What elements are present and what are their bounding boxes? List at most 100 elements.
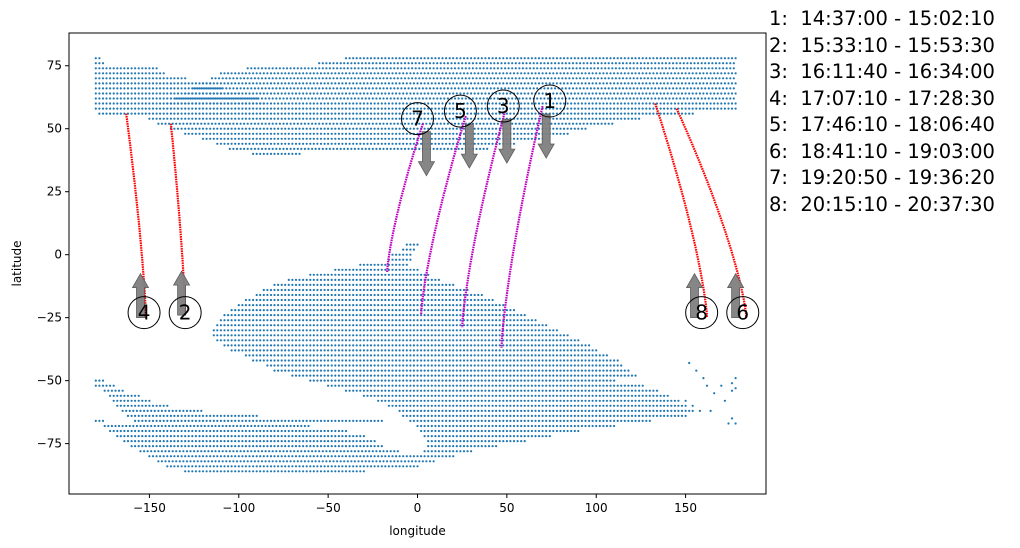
coverage-point [559, 374, 562, 377]
coverage-point [445, 374, 448, 377]
coverage-point [230, 329, 233, 332]
coverage-point [409, 309, 412, 312]
coverage-point [555, 349, 559, 352]
coverage-point [498, 339, 501, 342]
coverage-point [309, 92, 312, 95]
coverage-point [480, 132, 483, 135]
coverage-point [427, 374, 430, 377]
coverage-point [119, 77, 122, 80]
coverage-point [162, 102, 165, 105]
coverage-point [284, 364, 287, 367]
coverage-point [605, 374, 609, 377]
coverage-point [337, 369, 340, 372]
coverage-point [384, 364, 387, 367]
coverage-point [618, 62, 621, 65]
coverage-point [487, 359, 491, 362]
coverage-point [672, 62, 675, 65]
coverage-point [520, 314, 523, 317]
coverage-point [377, 117, 380, 120]
coverage-point [248, 319, 251, 322]
coverage-point [566, 72, 569, 75]
coverage-point [312, 82, 315, 85]
coverage-point [237, 344, 240, 347]
coverage-point [344, 112, 348, 115]
coverage-point [645, 57, 648, 60]
coverage-point [305, 334, 308, 337]
coverage-point [427, 112, 430, 115]
coverage-point [252, 339, 255, 342]
coverage-point [352, 142, 355, 145]
coverage-point [184, 132, 187, 135]
coverage-point [402, 334, 405, 337]
coverage-point [598, 379, 601, 382]
coverage-point [480, 349, 483, 352]
coverage-point [582, 122, 585, 125]
coverage-point [327, 298, 330, 302]
coverage-point [512, 314, 516, 317]
coverage-point [666, 72, 669, 75]
coverage-point [348, 389, 351, 392]
coverage-point [427, 369, 430, 372]
coverage-point [252, 298, 255, 302]
coverage-point [627, 102, 630, 105]
coverage-point [166, 77, 169, 80]
coverage-point [591, 82, 594, 85]
coverage-point [387, 278, 390, 281]
coverage-point [411, 147, 414, 150]
coverage-point [432, 87, 435, 90]
coverage-point [516, 319, 519, 322]
coverage-point [398, 102, 401, 105]
coverage-point [191, 87, 194, 90]
coverage-point [209, 127, 212, 130]
coverage-point [548, 107, 551, 110]
coverage-point [387, 273, 390, 276]
coverage-point [278, 67, 281, 70]
coverage-point [473, 293, 476, 297]
coverage-point [570, 127, 573, 130]
coverage-point [512, 364, 516, 367]
coverage-point [198, 132, 201, 135]
coverage-point [216, 82, 219, 85]
coverage-point [409, 253, 412, 256]
coverage-point [520, 82, 523, 85]
coverage-point [641, 57, 644, 60]
coverage-point [350, 147, 353, 150]
coverage-point [705, 82, 709, 85]
coverage-point [266, 304, 269, 307]
coverage-point [455, 57, 458, 60]
coverage-point [159, 87, 162, 90]
coverage-point [266, 359, 269, 362]
coverage-point [734, 92, 737, 95]
coverage-point [666, 102, 669, 105]
coverage-point [302, 132, 305, 135]
coverage-point [391, 263, 394, 266]
coverage-point [584, 374, 587, 377]
coverage-point [298, 304, 301, 307]
coverage-point [316, 82, 319, 85]
coverage-point [425, 87, 428, 90]
coverage-point [205, 112, 208, 115]
coverage-point [573, 57, 576, 60]
coverage-point [98, 57, 101, 60]
coverage-point [602, 107, 605, 110]
coverage-point [729, 87, 732, 90]
coverage-point [341, 369, 344, 372]
coverage-point [409, 319, 412, 322]
coverage-point [323, 278, 326, 281]
coverage-point [595, 389, 598, 392]
coverage-point [151, 97, 155, 100]
coverage-point [352, 273, 355, 276]
coverage-point [486, 87, 489, 90]
coverage-point [284, 314, 287, 317]
coverage-point [584, 389, 587, 392]
coverage-point [423, 374, 426, 377]
coverage-point [407, 97, 410, 100]
coverage-point [144, 102, 147, 105]
coverage-point [280, 349, 283, 352]
coverage-point [228, 147, 231, 150]
coverage-point [514, 77, 517, 80]
coverage-point [387, 283, 390, 286]
coverage-point [455, 359, 458, 362]
coverage-point [498, 304, 501, 307]
coverage-point [296, 122, 299, 125]
